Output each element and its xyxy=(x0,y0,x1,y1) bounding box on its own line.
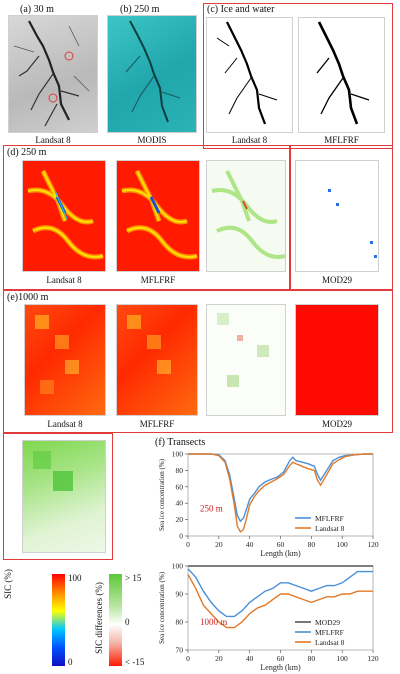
series-line-landsat-8 xyxy=(187,574,373,629)
series-line-landsat-8 xyxy=(188,453,373,533)
x-axis-label: Length (km) xyxy=(260,549,301,558)
panel-e-caption-landsat8: Landsat 8 xyxy=(47,419,83,429)
y-tick-label: 0 xyxy=(179,532,183,541)
diff-colorbar xyxy=(109,574,122,666)
panel-b-caption: MODIS xyxy=(137,135,167,145)
panel-e-label: (e)1000 m xyxy=(7,292,49,303)
diff-colorbar-mid: 0 xyxy=(125,617,130,627)
y-tick-label: 80 xyxy=(176,618,184,627)
y-tick-label: 90 xyxy=(176,590,184,599)
mflfrf-ice-water-image xyxy=(298,17,385,133)
series-line-mflfrf xyxy=(187,568,373,618)
mod29-1000m-sic-map xyxy=(295,304,379,416)
panel-e-caption-mflfrf: MFLFRF xyxy=(139,419,175,429)
panel-cd-outer-frame xyxy=(290,145,393,290)
x-tick-label: 80 xyxy=(308,540,316,549)
panel-b-label: (b) 250 m xyxy=(120,4,160,15)
legend-label: Landsat 8 xyxy=(315,524,345,533)
panel-c-label: (c) Ice and water xyxy=(207,4,275,15)
legend-label: MOD29 xyxy=(315,618,340,627)
mod29-250m-sic-map xyxy=(295,160,379,272)
panel-e-diff-frame xyxy=(3,433,113,560)
mflfrf-250m-sic-map xyxy=(116,160,200,272)
diff-colorbar-label: SIC differences (%) xyxy=(94,582,104,654)
y-tick-label: 100 xyxy=(172,450,184,459)
x-tick-label: 0 xyxy=(186,654,190,663)
diff-colorbar-top: > 15 xyxy=(125,573,142,583)
x-tick-label: 80 xyxy=(308,654,316,663)
y-tick-label: 60 xyxy=(176,482,184,491)
sic-difference-1000m-map xyxy=(206,304,286,416)
x-tick-label: 40 xyxy=(246,540,254,549)
x-tick-label: 40 xyxy=(246,654,254,663)
panel-d-label: (d) 250 m xyxy=(7,147,47,158)
sic-difference-250m-map xyxy=(206,160,286,272)
mflfrf-1000m-sic-map xyxy=(116,304,198,416)
panel-c-caption-mflfrf: MFLFRF xyxy=(324,135,359,145)
landsat8-30m-image xyxy=(8,15,98,133)
transect-250m-chart: 0 20 40 60 80 100 120 0 20 40 60 80 100 Length (km) Se… xyxy=(158,450,379,559)
x-tick-label: 20 xyxy=(215,540,223,549)
x-tick-label: 60 xyxy=(277,654,285,663)
sic-colorbar-label: SIC (%) xyxy=(3,569,13,599)
x-tick-label: 120 xyxy=(367,540,379,549)
landsat8-1000m-sic-map xyxy=(24,304,106,416)
panel-e-caption-mod29: MOD29 xyxy=(321,419,352,429)
panel-a-caption: Landsat 8 xyxy=(35,135,71,145)
y-tick-label: 20 xyxy=(176,515,184,524)
x-tick-label: 100 xyxy=(337,540,349,549)
landsat8-250m-sic-map xyxy=(22,160,106,272)
y-tick-label: 70 xyxy=(176,646,184,655)
panel-f-label: (f) Transects xyxy=(155,437,206,448)
panel-e-frame xyxy=(3,290,393,433)
y-tick-label: 80 xyxy=(176,466,184,475)
panel-d-caption-mod29: MOD29 xyxy=(321,275,352,285)
y-tick-label: 40 xyxy=(176,499,184,508)
panel-d-frame xyxy=(3,145,290,290)
x-tick-label: 100 xyxy=(337,654,349,663)
x-axis-label: Length (km) xyxy=(260,663,301,672)
panel-a-label: (a) 30 m xyxy=(20,4,54,15)
legend-label: Landsat 8 xyxy=(315,638,345,647)
panel-d-caption-landsat8: Landsat 8 xyxy=(46,275,82,285)
transect-1000m-chart: 0 20 40 60 80 100 120 70 80 90 100 Length (km) Sea i… xyxy=(158,562,379,673)
series-line-mflfrf xyxy=(188,453,373,523)
sic-colorbar-top: 100 xyxy=(68,573,82,583)
plot-frame xyxy=(187,453,374,537)
y-tick-label: 100 xyxy=(172,562,184,571)
legend-label: MFLFRF xyxy=(315,514,344,523)
modis-250m-image xyxy=(107,15,197,133)
panel-c-caption-landsat8: Landsat 8 xyxy=(231,135,268,145)
x-tick-label: 60 xyxy=(277,540,285,549)
y-axis-label: Sea ice concentration (%) xyxy=(158,458,166,531)
landsat8-ice-water-image xyxy=(206,17,293,133)
sic-colorbar-bottom: 0 xyxy=(68,657,73,667)
panel-c-frame xyxy=(203,3,393,149)
resolution-annotation: 250 m xyxy=(200,503,223,513)
x-tick-label: 0 xyxy=(186,540,190,549)
sic-colorbar xyxy=(52,574,65,666)
sic-difference-1000m-map-large xyxy=(22,440,106,553)
x-tick-label: 20 xyxy=(215,654,223,663)
x-tick-label: 120 xyxy=(367,654,379,663)
diff-colorbar-bottom: < -15 xyxy=(125,657,145,667)
y-axis-label: Sea ice concentration (%) xyxy=(158,571,166,644)
legend-label: MFLFRF xyxy=(315,628,344,637)
panel-d-caption-mflfrf: MFLFRF xyxy=(140,275,176,285)
resolution-annotation: 1000 m xyxy=(200,617,227,627)
